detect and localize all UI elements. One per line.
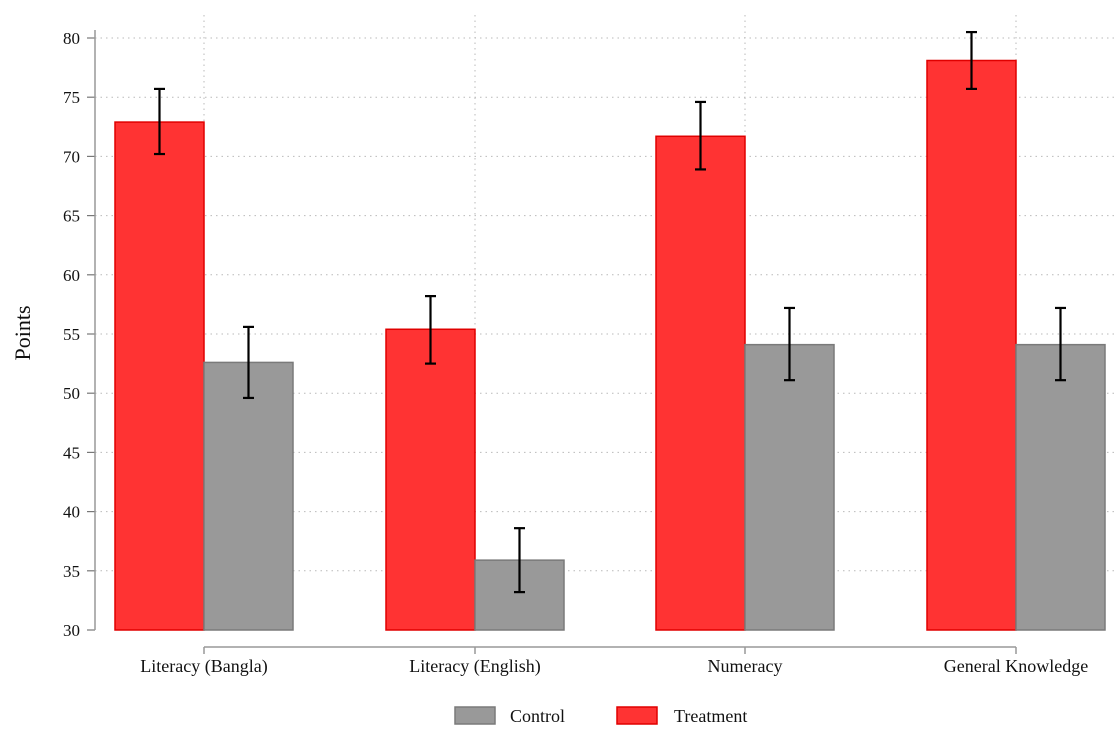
legend-swatch-treatment [616,706,658,725]
legend-label-control: Control [510,706,565,726]
x-tick-label: Numeracy [708,656,783,676]
y-tick-label: 30 [63,621,80,640]
bar-treatment [385,328,476,631]
y-tick-label: 55 [63,325,80,344]
bars [114,59,1106,631]
y-axis-title: Points [10,305,35,360]
bar-treatment [926,59,1017,631]
bar-treatment [114,121,205,631]
x-tick-label: Literacy (English) [409,656,540,677]
x-tick-label: Literacy (Bangla) [140,656,267,677]
y-tick-label: 60 [63,266,80,285]
x-tick-label: General Knowledge [944,656,1088,676]
bar-treatment [655,135,746,631]
legend-label-treatment: Treatment [674,706,747,726]
legend-swatch-control [454,706,496,725]
y-tick-label: 80 [63,29,80,48]
legend: Control Treatment [454,706,747,726]
y-tick-label: 70 [63,147,80,166]
error-bars [154,30,1066,594]
y-tick-label: 45 [63,443,80,462]
bar-control [203,361,294,631]
y-tick-label: 65 [63,207,80,226]
labels: 30 35 40 45 50 55 60 65 70 75 80 Literacy (Bangla) L… [63,29,1088,677]
y-tick-label: 35 [63,562,80,581]
axes [87,30,1017,654]
bar-control [1015,343,1106,631]
y-tick-label: 40 [63,503,80,522]
y-tick-label: 75 [63,88,80,107]
bar-control [744,343,835,631]
y-tick-label: 50 [63,384,80,403]
